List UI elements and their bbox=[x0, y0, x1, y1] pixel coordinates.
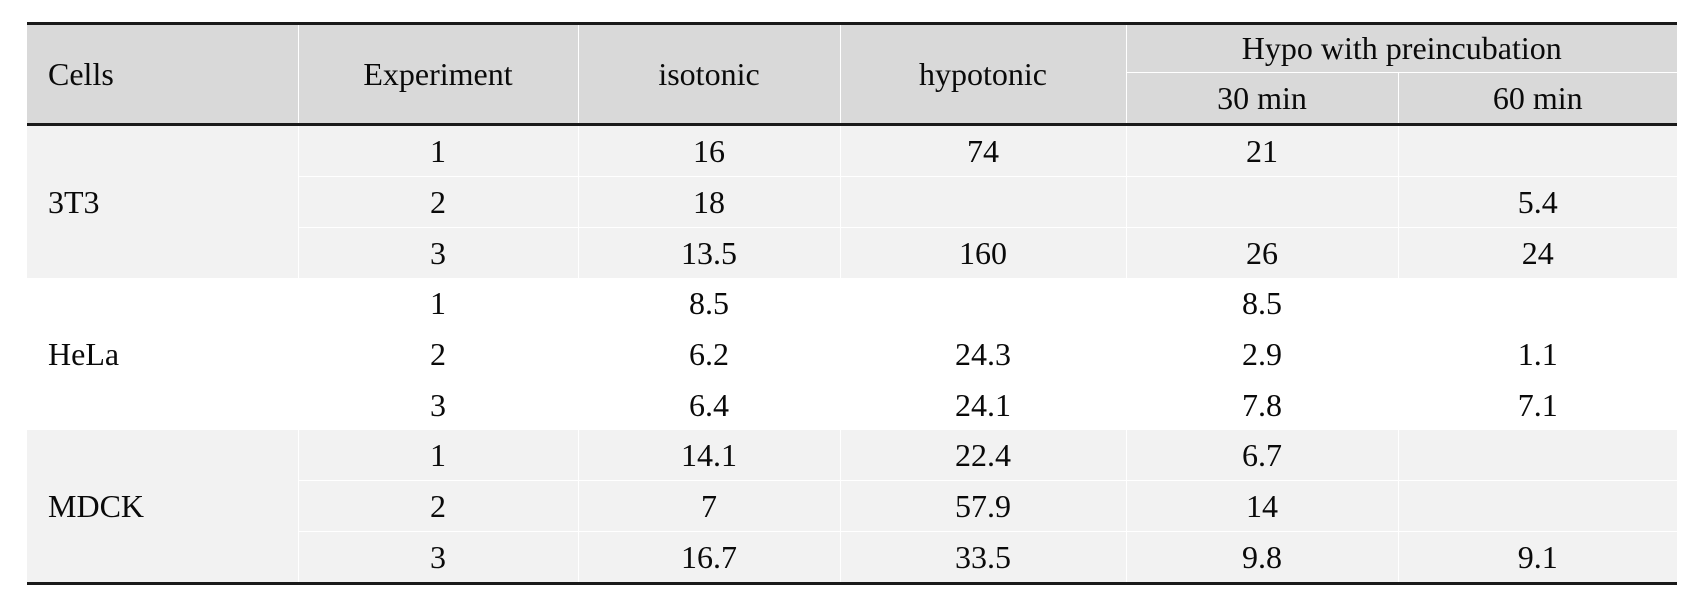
cell-isotonic: 6.4 bbox=[577, 379, 840, 430]
cell-hypotonic: 57.9 bbox=[839, 480, 1126, 532]
column-header-experiment: Experiment bbox=[297, 23, 578, 126]
cell-hypotonic: 24.1 bbox=[839, 379, 1126, 430]
cell-isotonic: 14.1 bbox=[577, 430, 840, 481]
cell-experiment: 3 bbox=[297, 531, 578, 584]
cell-experiment: 3 bbox=[297, 379, 578, 430]
column-header-hypotonic: hypotonic bbox=[839, 23, 1126, 126]
cell-hypotonic: 33.5 bbox=[839, 531, 1126, 584]
cell-pre30: 6.7 bbox=[1125, 430, 1398, 481]
cell-pre30: 2.9 bbox=[1125, 328, 1398, 380]
cell-pre60: 24 bbox=[1397, 227, 1677, 278]
cell-pre30: 21 bbox=[1125, 124, 1398, 177]
cell-hypotonic: 74 bbox=[839, 124, 1126, 177]
cell-pre60 bbox=[1397, 278, 1677, 329]
cell-isotonic: 16.7 bbox=[577, 531, 840, 584]
cell-pre60 bbox=[1397, 480, 1677, 532]
table-row: HeLa 1 8.5 8.5 bbox=[27, 278, 1677, 430]
row-group-label-hela: HeLa bbox=[27, 278, 298, 430]
cell-experiment: 2 bbox=[297, 480, 578, 532]
header-row-main: Cells Experiment isotonic hypotonic Hypo… bbox=[27, 23, 1677, 126]
cell-isotonic: 6.2 bbox=[577, 328, 840, 380]
cell-pre30: 7.8 bbox=[1125, 379, 1398, 430]
table-row: 3 16.7 33.5 9.8 9.1 bbox=[27, 531, 1677, 584]
column-header-60min: 60 min bbox=[1397, 72, 1677, 126]
row-group-label-3t3: 3T3 bbox=[27, 124, 298, 278]
cell-pre60: 5.4 bbox=[1397, 176, 1677, 228]
cell-isotonic: 7 bbox=[577, 480, 840, 532]
cell-isotonic: 16 bbox=[577, 124, 840, 177]
cell-hypotonic: 22.4 bbox=[839, 430, 1126, 481]
table-row: MDCK 1 14.1 22.4 6.7 bbox=[27, 430, 1677, 584]
cell-hypotonic bbox=[839, 278, 1126, 329]
table-row: 3 13.5 160 26 24 bbox=[27, 227, 1677, 278]
column-header-30min: 30 min bbox=[1125, 72, 1398, 126]
cell-experiment: 1 bbox=[297, 278, 578, 329]
cell-experiment: 1 bbox=[297, 430, 578, 481]
cell-isotonic: 13.5 bbox=[577, 227, 840, 278]
table-header: Cells Experiment isotonic hypotonic Hypo… bbox=[27, 23, 1677, 126]
cell-pre30: 26 bbox=[1125, 227, 1398, 278]
table-row: 2 6.2 24.3 2.9 1.1 bbox=[27, 328, 1677, 380]
column-header-preincubation: Hypo with preincubation bbox=[1125, 23, 1677, 73]
cell-pre60: 7.1 bbox=[1397, 379, 1677, 430]
cell-experiment: 1 bbox=[297, 124, 578, 177]
column-header-isotonic: isotonic bbox=[577, 23, 840, 126]
cell-pre30: 14 bbox=[1125, 480, 1398, 532]
cell-isotonic: 18 bbox=[577, 176, 840, 228]
cell-pre30 bbox=[1125, 176, 1398, 228]
header-row-sub: 30 min 60 min bbox=[27, 72, 1677, 126]
table-row: 2 18 5.4 bbox=[27, 176, 1677, 228]
cell-hypotonic: 160 bbox=[839, 227, 1126, 278]
column-header-cells: Cells bbox=[27, 23, 298, 126]
cell-hypotonic: 24.3 bbox=[839, 328, 1126, 380]
cell-pre30: 8.5 bbox=[1125, 278, 1398, 329]
results-table: Cells Experiment isotonic hypotonic Hypo… bbox=[27, 22, 1677, 585]
cell-pre60: 9.1 bbox=[1397, 531, 1677, 584]
table-row: 3 6.4 24.1 7.8 7.1 bbox=[27, 379, 1677, 430]
cell-pre30: 9.8 bbox=[1125, 531, 1398, 584]
cell-isotonic: 8.5 bbox=[577, 278, 840, 329]
cell-pre60 bbox=[1397, 430, 1677, 481]
group-hela: HeLa 1 8.5 8.5 2 6.2 24.3 2.9 1.1 3 6.4 … bbox=[27, 278, 1677, 430]
cell-hypotonic bbox=[839, 176, 1126, 228]
cell-pre60 bbox=[1397, 124, 1677, 177]
cell-pre60: 1.1 bbox=[1397, 328, 1677, 380]
table-row: 3T3 1 16 74 21 bbox=[27, 124, 1677, 278]
cell-experiment: 2 bbox=[297, 328, 578, 380]
row-group-label-mdck: MDCK bbox=[27, 430, 298, 584]
group-3t3: 3T3 1 16 74 21 2 18 5.4 3 13.5 160 26 24 bbox=[27, 124, 1677, 278]
table-row: 2 7 57.9 14 bbox=[27, 480, 1677, 532]
group-mdck: MDCK 1 14.1 22.4 6.7 2 7 57.9 14 3 16.7 … bbox=[27, 430, 1677, 584]
cell-experiment: 3 bbox=[297, 227, 578, 278]
cell-experiment: 2 bbox=[297, 176, 578, 228]
